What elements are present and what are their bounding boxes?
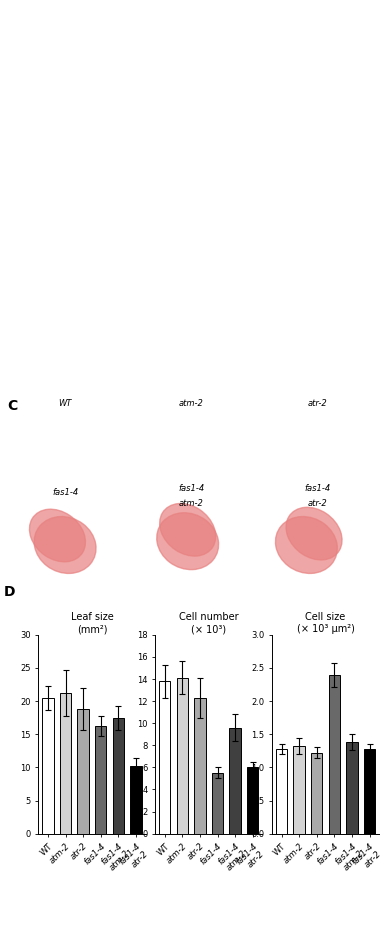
- Bar: [177, 678, 188, 834]
- Text: atm-2: atm-2: [268, 380, 291, 389]
- Title: Cell size
(× 10³ μm²): Cell size (× 10³ μm²): [296, 612, 355, 634]
- Text: fas1-4: fas1-4: [325, 366, 349, 376]
- Text: WT: WT: [59, 398, 72, 408]
- Text: fas1-4 atr-2: fas1-4 atr-2: [286, 233, 342, 243]
- Bar: [60, 693, 71, 834]
- Ellipse shape: [29, 510, 85, 561]
- Text: WT: WT: [28, 377, 41, 386]
- Text: atm-2: atm-2: [179, 499, 204, 509]
- Bar: [229, 727, 241, 834]
- Title: Leaf size
(mm²): Leaf size (mm²): [70, 612, 113, 634]
- Text: B: B: [8, 252, 18, 267]
- Ellipse shape: [157, 512, 219, 570]
- Text: fas1-4: fas1-4: [203, 377, 226, 386]
- Bar: [15, 277, 17, 357]
- Text: atm-2: atm-2: [177, 129, 206, 139]
- Bar: [77, 709, 89, 834]
- Title: Cell number
(× 10³): Cell number (× 10³): [179, 612, 239, 634]
- Bar: [346, 742, 358, 834]
- Bar: [212, 772, 223, 834]
- Text: atr-2: atr-2: [303, 129, 326, 139]
- Ellipse shape: [286, 508, 342, 560]
- Text: WT: WT: [61, 129, 77, 139]
- Text: fas1-4: fas1-4: [305, 484, 331, 494]
- Text: C: C: [8, 398, 18, 413]
- Text: A: A: [8, 8, 18, 22]
- Ellipse shape: [160, 504, 216, 556]
- Bar: [159, 681, 170, 834]
- Ellipse shape: [34, 516, 96, 574]
- Bar: [364, 749, 375, 834]
- Bar: [329, 674, 340, 834]
- Text: atr-2: atr-2: [328, 380, 346, 389]
- Text: atm-2: atm-2: [179, 398, 204, 408]
- Text: atm-2: atm-2: [80, 377, 103, 386]
- Text: atr-2: atr-2: [144, 377, 162, 386]
- Bar: [247, 768, 259, 834]
- Text: fas1-4: fas1-4: [178, 484, 205, 494]
- Ellipse shape: [275, 516, 337, 574]
- Bar: [311, 753, 322, 834]
- Bar: [194, 698, 206, 834]
- Text: fas1-4: fas1-4: [52, 488, 78, 497]
- Text: fas1-4 atm-2: fas1-4 atm-2: [160, 233, 223, 243]
- Bar: [19, 117, 34, 119]
- Text: atr-2: atr-2: [308, 499, 328, 509]
- Bar: [19, 499, 50, 501]
- Bar: [293, 746, 305, 834]
- Text: fas1-4: fas1-4: [268, 366, 291, 376]
- Bar: [130, 766, 142, 834]
- Bar: [113, 718, 124, 834]
- Bar: [95, 726, 106, 834]
- Text: D: D: [4, 585, 15, 599]
- Text: fas1-4: fas1-4: [54, 233, 84, 243]
- Bar: [42, 698, 54, 834]
- Text: atr-2: atr-2: [308, 398, 328, 408]
- Bar: [276, 749, 287, 834]
